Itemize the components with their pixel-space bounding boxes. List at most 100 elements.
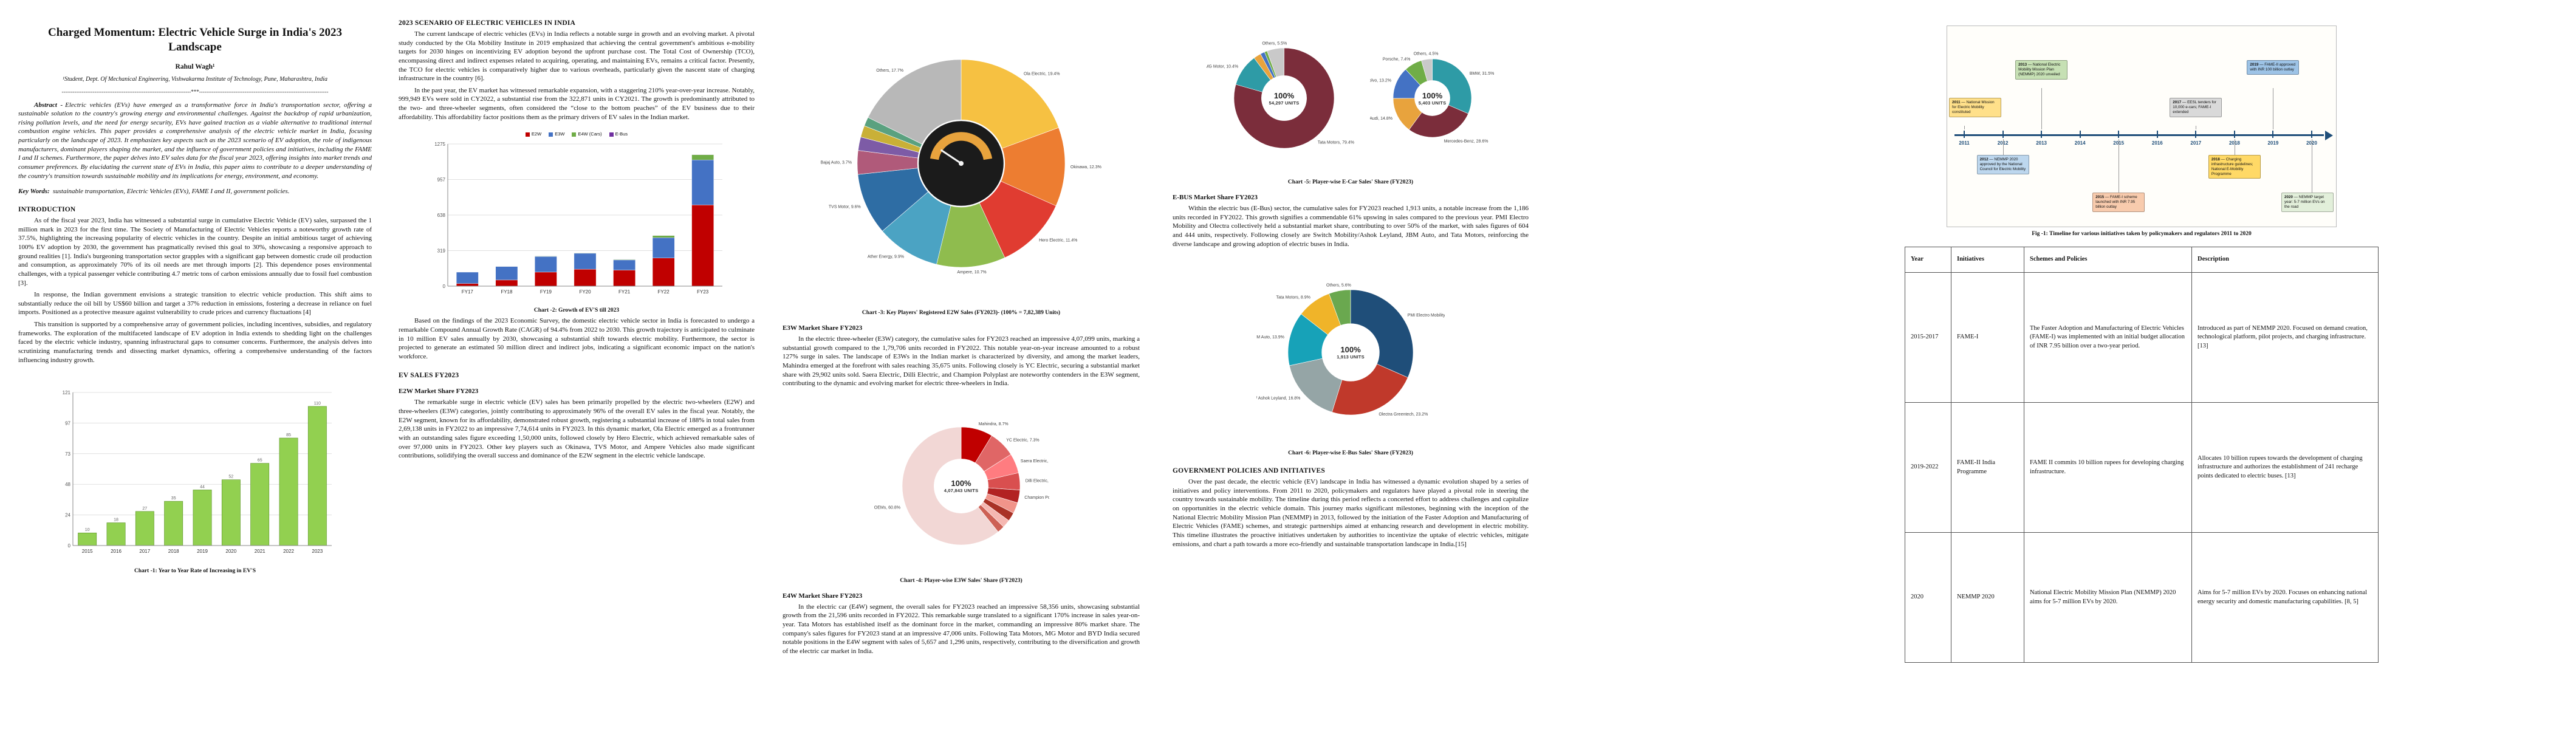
- chart-3-donut: Ola Electric, 19.4% Okinawa, 12.3% Hero El…: [818, 21, 1104, 306]
- timeline-milestone: 2019 — FAME-II approved with INR 100 bil…: [2247, 60, 2300, 75]
- svg-text:638: 638: [437, 213, 446, 218]
- chart-4-caption: Chart -4: Player-wise E3W Sales' Share (…: [900, 577, 1023, 584]
- policy-table-header-initiatives: Initiatives: [1951, 247, 2024, 273]
- introduction-heading: INTRODUCTION: [18, 206, 76, 214]
- chart-6-block: PMI Electro Mobility, 31.6% Olectra Green…: [1173, 258, 1529, 456]
- svg-text:Porsche, 7.4%: Porsche, 7.4%: [1383, 58, 1411, 62]
- cell-initiative: FAME-I: [1951, 272, 2024, 403]
- e4w-paragraph: In the electric car (E4W) segment, the o…: [783, 603, 1140, 655]
- chart-3-block: Ola Electric, 19.4% Okinawa, 12.3% Hero El…: [783, 21, 1140, 316]
- svg-text:Tata Motors, 8.9%: Tata Motors, 8.9%: [1276, 296, 1310, 300]
- svg-text:Olectra Greentech, 23.2%: Olectra Greentech, 23.2%: [1379, 412, 1428, 417]
- intro-paragraph-3: This transition is supported by a compre…: [18, 321, 372, 364]
- svg-text:BMW, 31.5%: BMW, 31.5%: [1470, 72, 1494, 76]
- intro-paragraph-1: As of the fiscal year 2023, India has wi…: [18, 217, 372, 287]
- policy-table-header-row: Year Initiatives Schemes and Policies De…: [1905, 247, 2379, 273]
- chart-5-luxury-ecar-donut: BMW, 31.5% Mercedes-Benz, 28.6% Audi, 14.8…: [1366, 36, 1495, 160]
- svg-text:Mahindra, 8.7%: Mahindra, 8.7%: [979, 422, 1009, 426]
- timeline-year-label: 2014: [2074, 140, 2086, 146]
- timeline-milestone: 2017 — EESL tenders for 10,000 e-cars; F…: [2170, 98, 2222, 117]
- timeline-arrowhead-icon: [2325, 131, 2333, 140]
- svg-text:MG Motor, 10.4%: MG Motor, 10.4%: [1207, 65, 1238, 69]
- svg-text:2018: 2018: [168, 549, 179, 554]
- timeline-milestone: 2015 — FAME-I scheme launched with INR 7…: [2092, 193, 2145, 212]
- cell-year: 2019-2022: [1905, 402, 1951, 533]
- abstract-label: Abstract -: [34, 101, 63, 109]
- chart-5-ecar-donut: Tata Motors, 79.4% MG Motor, 10.4% Others,…: [1205, 21, 1362, 176]
- timeline-milestone: 2011 — National Mission for Electric Mob…: [1949, 98, 2001, 117]
- donut-chart-svg: Ola Electric, 19.4% Okinawa, 12.3% Hero El…: [821, 59, 1101, 275]
- chart-2-stacked-bar-chart: 0 319 638 957 1275 FY17 FY18 FY19 FY20 FY21 FY22 FY…: [399, 138, 755, 304]
- svg-text:121: 121: [63, 390, 71, 395]
- timeline-year-label: 2012: [1993, 140, 2013, 146]
- svg-text:JBM Auto, 13.9%: JBM Auto, 13.9%: [1256, 335, 1284, 340]
- donut-center-label: 100% 54,297 UNITS: [1269, 91, 1300, 106]
- svg-text:1275: 1275: [434, 142, 445, 147]
- cell-scheme: The Faster Adoption and Manufacturing of…: [2024, 272, 2192, 403]
- author-name: Rahul Wagh¹: [175, 63, 215, 70]
- cell-scheme: FAME II commits 10 billion rupees for de…: [2024, 402, 2192, 533]
- svg-text:65: 65: [258, 459, 262, 463]
- scenario-heading: 2023 SCENARIO OF ELECTRIC VEHICLES IN IN…: [399, 19, 576, 27]
- timeline-tick: [2079, 131, 2081, 138]
- page-column-1: Charged Momentum: Electric Vehicle Surge…: [18, 17, 372, 719]
- paper-title: Charged Momentum: Electric Vehicle Surge…: [48, 26, 342, 53]
- author-affiliation: ¹Student, Dept. Of Mechanical Engineerin…: [62, 75, 327, 83]
- svg-text:97: 97: [65, 421, 70, 426]
- svg-text:Other OEMs, 60.8%: Other OEMs, 60.8%: [873, 505, 900, 510]
- timeline-year-label: 2011: [1959, 140, 1970, 146]
- timeline-tick: [2041, 131, 2043, 138]
- svg-text:48: 48: [65, 482, 70, 487]
- bar-chart-svg: 0 24 48 73 97 121 10 2015 18 2016 27 2017 35 2018 44 20…: [63, 390, 332, 554]
- chart-1-caption: Chart -1: Year to Year Rate of Increasin…: [134, 568, 256, 575]
- svg-text:110: 110: [314, 402, 321, 406]
- e4w-heading: E4W Market Share FY2023: [783, 592, 863, 600]
- svg-text:2015: 2015: [82, 549, 93, 554]
- svg-text:Ather Energy, 9.9%: Ather Energy, 9.9%: [868, 255, 904, 259]
- cell-scheme: National Electric Mobility Mission Plan …: [2024, 532, 2192, 663]
- svg-text:FY20: FY20: [579, 289, 591, 295]
- svg-text:2017: 2017: [139, 549, 150, 554]
- svg-text:Saera Electric, 5.4%: Saera Electric, 5.4%: [1021, 459, 1049, 464]
- svg-text:Hero Electric, 11.4%: Hero Electric, 11.4%: [1039, 239, 1077, 243]
- svg-text:18: 18: [114, 518, 118, 522]
- donut-center-label: 100% 1,913 UNITS: [1337, 345, 1365, 360]
- svg-text:Ola Electric, 19.4%: Ola Electric, 19.4%: [1024, 72, 1060, 76]
- policy-table: Year Initiatives Schemes and Policies De…: [1905, 247, 2379, 663]
- svg-text:957: 957: [437, 177, 446, 183]
- svg-text:85: 85: [286, 433, 291, 437]
- svg-text:2019: 2019: [197, 549, 208, 554]
- chart-5-donut-row: Tata Motors, 79.4% MG Motor, 10.4% Others,…: [1173, 21, 1529, 176]
- donut-center-label: 100% 4,07,843 UNITS: [944, 478, 979, 493]
- ev-sales-heading: EV SALES FY2023: [399, 372, 459, 380]
- svg-text:Others, 4.5%: Others, 4.5%: [1414, 52, 1439, 56]
- svg-text:Mercedes-Benz, 28.6%: Mercedes-Benz, 28.6%: [1444, 140, 1488, 144]
- keywords-text: sustainable transportation, Electric Veh…: [52, 188, 290, 196]
- legend-item: E-Bus: [609, 131, 628, 137]
- legend-item: E4W (Cars): [572, 131, 602, 137]
- svg-text:2022: 2022: [283, 549, 294, 554]
- svg-text:Others, 5.5%: Others, 5.5%: [1262, 41, 1287, 46]
- timeline-year-label: 2019: [2267, 140, 2279, 146]
- svg-text:FY22: FY22: [658, 289, 670, 295]
- svg-text:FY23: FY23: [697, 289, 709, 295]
- svg-text:Audi, 14.8%: Audi, 14.8%: [1370, 117, 1392, 121]
- svg-text:Champion Polyplast, 3.5%: Champion Polyplast, 3.5%: [1024, 496, 1049, 500]
- cell-initiative: NEMMP 2020: [1951, 532, 2024, 663]
- cell-initiative: FAME-II India Programme: [1951, 402, 2024, 533]
- svg-text:0: 0: [68, 543, 71, 549]
- scenario-paragraph-1: The current landscape of electric vehicl…: [399, 30, 755, 83]
- e3w-heading: E3W Market Share FY2023: [783, 324, 863, 332]
- policy-table-header-description: Description: [2191, 247, 2379, 273]
- timeline-year-label: 2013: [2036, 140, 2047, 146]
- donut-chart-svg: Mahindra, 8.7% YC Electric, 7.3% Saera Ele…: [862, 422, 1074, 546]
- scenario-paragraph-3: Based on the findings of the 2023 Econom…: [399, 317, 755, 360]
- svg-text:2021: 2021: [255, 549, 265, 554]
- legend-item: E3W: [549, 131, 564, 137]
- timeline-tick: [2272, 131, 2274, 138]
- stacked-bar-chart-svg: 0 319 638 957 1275 FY17 FY18 FY19 FY20 FY21 FY22 FY…: [434, 142, 722, 295]
- svg-text:FY17: FY17: [462, 289, 474, 295]
- donut-chart-svg: BMW, 31.5% Mercedes-Benz, 28.6% Audi, 14.8…: [1366, 52, 1494, 144]
- svg-text:Tata Motors, 79.4%: Tata Motors, 79.4%: [1318, 141, 1354, 145]
- donut-chart-svg: Tata Motors, 79.4% MG Motor, 10.4% Others,…: [1205, 41, 1354, 149]
